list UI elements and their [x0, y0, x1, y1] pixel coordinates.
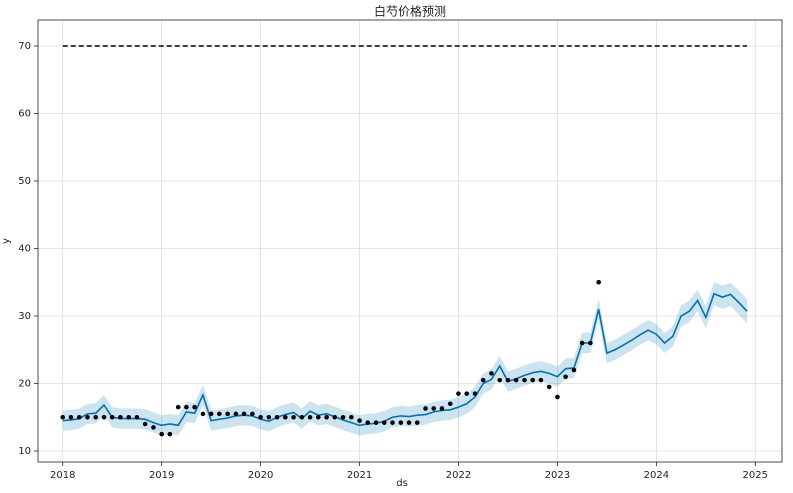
data-point [489, 371, 494, 376]
data-point [439, 406, 445, 411]
data-point [250, 411, 255, 417]
data-point [579, 340, 585, 346]
data-point [68, 414, 74, 420]
data-point [349, 414, 354, 420]
y-tick-label: 10 [18, 446, 31, 457]
data-point [233, 411, 239, 417]
x-tick-label: 2020 [248, 470, 273, 481]
data-point [167, 431, 173, 437]
y-tick-label: 40 [18, 243, 31, 254]
data-point [365, 420, 371, 425]
data-point [175, 404, 181, 410]
data-point [151, 425, 156, 430]
data-point [571, 367, 577, 373]
data-point [315, 414, 321, 420]
data-point [456, 391, 461, 396]
data-point [381, 420, 387, 425]
data-point [497, 377, 503, 383]
x-tick-label: 2019 [149, 470, 174, 481]
data-point [505, 377, 511, 383]
data-point [414, 420, 420, 425]
data-point [472, 391, 478, 396]
data-point [588, 340, 593, 346]
x-tick-label: 2025 [743, 470, 768, 481]
data-point [480, 377, 486, 383]
data-point [538, 377, 544, 383]
y-tick-label: 30 [18, 311, 31, 322]
data-point [423, 406, 428, 411]
uncertainty-band [62, 282, 748, 436]
data-point [340, 414, 346, 420]
data-point [324, 414, 329, 420]
data-point [241, 411, 247, 417]
data-point [406, 420, 412, 425]
data-point [118, 414, 123, 420]
y-axis-label: y [1, 238, 12, 244]
data-point [93, 414, 98, 420]
data-point [208, 411, 214, 417]
data-point [431, 406, 437, 411]
data-point [447, 401, 453, 407]
data-point [522, 377, 527, 383]
y-tick-label: 70 [18, 41, 31, 52]
x-tick-label: 2023 [545, 470, 570, 481]
data-point [76, 414, 82, 420]
data-point [283, 414, 288, 420]
data-point [530, 377, 535, 383]
data-point [332, 414, 338, 420]
data-point [274, 414, 280, 420]
data-point [109, 414, 115, 420]
data-point [266, 414, 272, 420]
data-point [184, 404, 189, 410]
data-point [134, 414, 140, 420]
data-point [60, 414, 66, 420]
plot-frame [37, 19, 783, 463]
y-tick-label: 60 [18, 108, 31, 119]
data-point [258, 414, 263, 420]
data-point [225, 411, 230, 417]
y-tick-label: 20 [18, 378, 31, 389]
y-tick-label: 50 [18, 176, 31, 187]
data-point [126, 414, 132, 420]
data-point [142, 421, 148, 427]
data-point [291, 414, 296, 420]
data-point [563, 374, 568, 380]
forecast-line [62, 292, 748, 427]
data-point [513, 377, 519, 383]
data-point [200, 411, 206, 417]
data-point [546, 384, 552, 390]
data-point [596, 279, 601, 285]
data-point [299, 414, 305, 420]
data-point [555, 394, 560, 400]
data-point [307, 414, 313, 420]
x-tick-label: 2018 [50, 470, 75, 481]
data-point [390, 420, 395, 425]
data-point [217, 411, 222, 417]
x-axis-label: ds [396, 478, 408, 489]
data-point [192, 404, 197, 410]
x-tick-label: 2022 [446, 470, 471, 481]
data-point [398, 420, 404, 425]
chart-title: 白芍价格预测 [374, 4, 446, 19]
data-point [464, 391, 469, 396]
x-tick-label: 2021 [347, 470, 372, 481]
x-tick-label: 2024 [644, 470, 669, 481]
data-point [159, 431, 164, 437]
data-point [373, 420, 379, 425]
data-point [101, 414, 107, 420]
data-point [357, 418, 362, 423]
data-point [85, 414, 90, 420]
